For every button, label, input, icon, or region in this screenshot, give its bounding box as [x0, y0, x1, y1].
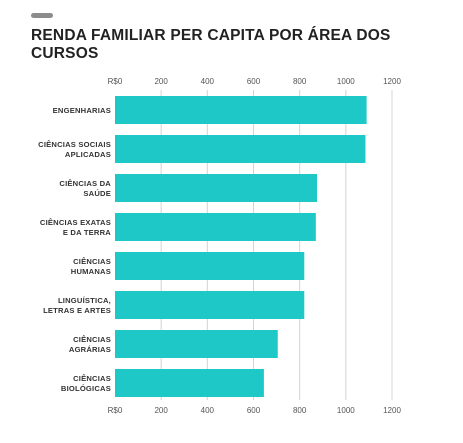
category-label: CIÊNCIAS AGRÁRIAS [69, 335, 111, 354]
category-label: LINGUÍSTICA, LETRAS E ARTES [43, 296, 111, 315]
category-label-line: SAÚDE [83, 189, 111, 198]
category-label-line: CIÊNCIAS DA [59, 179, 111, 188]
category-label-line: CIÊNCIAS SOCIAIS [38, 140, 111, 149]
x-tick-label-bottom: 600 [247, 406, 261, 415]
category-label: CIÊNCIAS EXATAS E DA TERRA [40, 218, 111, 237]
category-label-line: APLICADAS [65, 150, 111, 159]
category-label: CIÊNCIAS BIOLÓGICAS [61, 374, 111, 393]
category-label-line: AGRÁRIAS [69, 345, 111, 354]
x-tick-label-bottom: 1000 [337, 406, 355, 415]
x-tick-label-bottom: R$0 [108, 406, 123, 415]
x-tick-label-top: R$0 [108, 77, 123, 86]
bar [115, 213, 316, 241]
chart-title: RENDA FAMILIAR PER CAPITA POR ÁREA DOS C… [31, 27, 391, 62]
category-label-line: LINGUÍSTICA, [58, 296, 111, 305]
x-tick-label-top: 400 [201, 77, 215, 86]
category-label-line: LETRAS E ARTES [43, 306, 111, 315]
category-label-line: CIÊNCIAS [73, 257, 111, 266]
x-tick-label-bottom: 200 [154, 406, 168, 415]
category-label-line: BIOLÓGICAS [61, 384, 111, 393]
x-tick-label-top: 600 [247, 77, 261, 86]
bar [115, 330, 278, 358]
category-label-line: ENGENHARIAS [53, 106, 111, 115]
bar [115, 369, 264, 397]
category-label-line: E DA TERRA [63, 228, 111, 237]
category-label: ENGENHARIAS [53, 106, 111, 115]
title-accent-bar [31, 13, 53, 18]
bar [115, 174, 317, 202]
category-label: CIÊNCIAS SOCIAIS APLICADAS [38, 140, 111, 159]
bar [115, 252, 305, 280]
x-tick-label-bottom: 800 [293, 406, 307, 415]
bar [115, 291, 305, 319]
x-tick-label-top: 1000 [337, 77, 355, 86]
bar [115, 135, 366, 163]
category-label-line: CIÊNCIAS [73, 374, 111, 383]
category-label: CIÊNCIAS DA SAÚDE [59, 179, 111, 198]
x-tick-label-top: 200 [154, 77, 168, 86]
category-label: CIÊNCIAS HUMANAS [71, 257, 111, 276]
category-label-line: CIÊNCIAS EXATAS [40, 218, 111, 227]
bar [115, 96, 367, 124]
category-label-line: CIÊNCIAS [73, 335, 111, 344]
x-tick-label-top: 800 [293, 77, 307, 86]
x-tick-label-bottom: 1200 [383, 406, 401, 415]
x-tick-label-top: 1200 [383, 77, 401, 86]
category-label-line: HUMANAS [71, 267, 111, 276]
x-tick-label-bottom: 400 [201, 406, 215, 415]
